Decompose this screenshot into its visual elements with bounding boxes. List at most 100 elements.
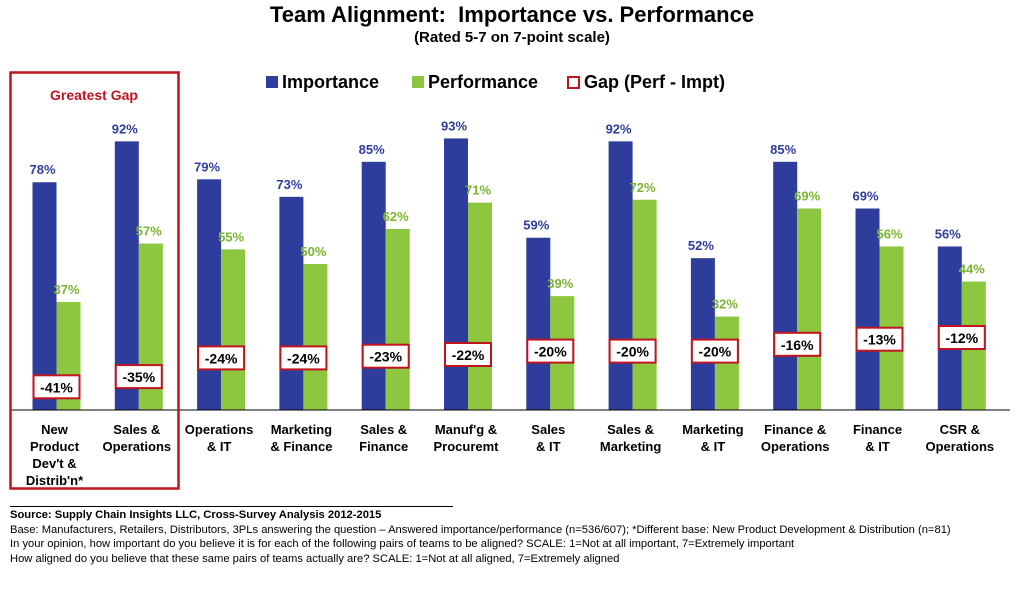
- gap-box: [114, 364, 163, 390]
- gap-value-label: -16%: [781, 337, 814, 353]
- importance-value-label: 92%: [112, 121, 138, 136]
- source-notes: Source: Supply Chain Insights LLC, Cross…: [10, 508, 1018, 566]
- importance-value-label: 59%: [523, 218, 549, 233]
- performance-value-label: 44%: [959, 262, 985, 277]
- gap-value-label: -24%: [205, 350, 238, 366]
- importance-value-label: 69%: [852, 189, 878, 204]
- gap-box: [444, 342, 492, 367]
- importance-value-label: 56%: [935, 226, 961, 241]
- x-tick-label-line: CSR &: [940, 422, 980, 437]
- x-tick-label-line: Operations: [761, 439, 830, 454]
- x-tick-label: Sales & Marketing: [600, 422, 661, 454]
- gap-value-label: -20%: [616, 344, 649, 360]
- legend-gap-label: Gap (Perf - Impt): [584, 72, 725, 92]
- gap-value-label: -20%: [534, 344, 567, 360]
- importance-value-label: 52%: [688, 238, 714, 253]
- importance-bar: [526, 237, 551, 410]
- gap-box: [937, 325, 986, 350]
- x-tick-label-line: Manuf'g &: [435, 422, 497, 437]
- performance-value-label: 72%: [630, 180, 656, 195]
- importance-value-label: 78%: [29, 162, 55, 177]
- gap-boxes: -41% -35% -24% -24% -23% -22% -20% -20% -20% -16%…: [32, 325, 986, 400]
- gap-value-label: -35%: [122, 369, 155, 385]
- performance-value-label: 50%: [300, 244, 326, 259]
- x-tick-label-line: Distrib'n*: [26, 473, 84, 488]
- x-tick-label-line: Operations: [925, 439, 994, 454]
- greatest-gap-highlight: Greatest Gap: [9, 71, 180, 490]
- x-tick-label-line: Sales &: [607, 422, 654, 437]
- x-tick-label-line: & IT: [207, 439, 232, 454]
- legend-importance-label: Importance: [282, 72, 379, 92]
- chart-area: Importance Performance Gap (Perf - Impt) 7…: [9, 71, 1010, 490]
- chart-subtitle: (Rated 5-7 on 7-point scale): [414, 29, 610, 46]
- x-tick-label-line: & IT: [701, 439, 726, 454]
- x-tick-label-line: Finance &: [764, 422, 826, 437]
- gap-value-label: -13%: [863, 332, 896, 348]
- performance-value-label: 62%: [383, 209, 409, 224]
- importance-value-label: 92%: [606, 121, 632, 136]
- greatest-gap-label: Greatest Gap: [50, 87, 138, 103]
- performance-value-label: 56%: [876, 226, 902, 241]
- x-tick-label: Sales & Finance: [359, 422, 408, 454]
- x-tick-label-line: Finance: [853, 422, 902, 437]
- data-labels: 78% 37% 92% 57% 79% 55% 73% 50% 85% 62% 93% 71% 59% 3…: [29, 118, 985, 311]
- bar-series: [32, 138, 986, 411]
- x-tick-label-line: Marketing: [682, 422, 743, 437]
- importance-value-label: 85%: [770, 142, 796, 157]
- importance-bar: [690, 258, 715, 410]
- x-tick-label-line: Dev't &: [32, 456, 76, 471]
- x-tick-label-line: Procuremt: [433, 439, 499, 454]
- greatest-gap-frame: [9, 71, 180, 490]
- gap-value-label: -41%: [40, 379, 73, 395]
- base-note: Base: Manufacturers, Retailers, Distribu…: [10, 523, 951, 536]
- x-tick-label-line: & Finance: [270, 439, 332, 454]
- gap-box: [773, 331, 822, 357]
- gap-box: [197, 345, 246, 371]
- performance-bar: [303, 264, 328, 410]
- gap-value-label: -24%: [287, 350, 320, 366]
- alignment-question-note: How aligned do you believe that these sa…: [10, 552, 620, 565]
- x-tick-label: Finance & IT: [853, 422, 902, 454]
- importance-question-note: In your opinion, how important do you be…: [10, 538, 795, 551]
- performance-value-label: 37%: [53, 282, 79, 297]
- x-tick-label-line: & IT: [536, 439, 561, 454]
- legend: Importance Performance Gap (Perf - Impt): [266, 72, 725, 92]
- importance-bar: [279, 196, 304, 410]
- gap-value-label: -22%: [452, 347, 485, 363]
- performance-value-label: 32%: [712, 297, 738, 312]
- x-tick-label-line: Finance: [359, 439, 408, 454]
- performance-value-label: 71%: [465, 183, 491, 198]
- performance-value-label: 55%: [218, 229, 244, 244]
- importance-bar: [608, 141, 633, 411]
- x-tick-label-line: Marketing: [600, 439, 661, 454]
- x-tick-label-line: Sales: [531, 422, 565, 437]
- x-tick-label: Operations & IT: [185, 422, 254, 454]
- gap-box: [608, 338, 657, 364]
- gap-box: [690, 338, 739, 364]
- performance-bar: [385, 228, 410, 410]
- x-tick-label-line: Operations: [102, 439, 171, 454]
- importance-value-label: 79%: [194, 159, 220, 174]
- gap-box: [855, 326, 904, 352]
- x-tick-label: CSR & Operations: [925, 422, 994, 454]
- gap-box: [279, 345, 328, 371]
- legend-performance-swatch: [412, 76, 424, 88]
- x-tick-label: Finance & Operations: [761, 422, 830, 454]
- performance-bar: [468, 202, 492, 410]
- importance-bar: [855, 208, 880, 410]
- importance-value-label: 73%: [276, 177, 302, 192]
- gap-box: [361, 343, 410, 369]
- x-tick-label-line: & IT: [865, 439, 890, 454]
- legend-gap-swatch: [567, 76, 580, 89]
- x-tick-label: Marketing & IT: [682, 422, 743, 454]
- legend-performance-label: Performance: [428, 72, 538, 92]
- source-divider: [10, 506, 453, 507]
- x-tick-label: Sales & Operations: [102, 422, 171, 454]
- x-tick-label-line: Marketing: [271, 422, 332, 437]
- performance-value-label: 39%: [547, 276, 573, 291]
- x-tick-label: Marketing & Finance: [270, 422, 332, 454]
- importance-value-label: 85%: [359, 142, 385, 157]
- x-tick-label-line: Operations: [185, 422, 254, 437]
- importance-value-label: 93%: [441, 118, 467, 133]
- performance-bar: [797, 208, 822, 410]
